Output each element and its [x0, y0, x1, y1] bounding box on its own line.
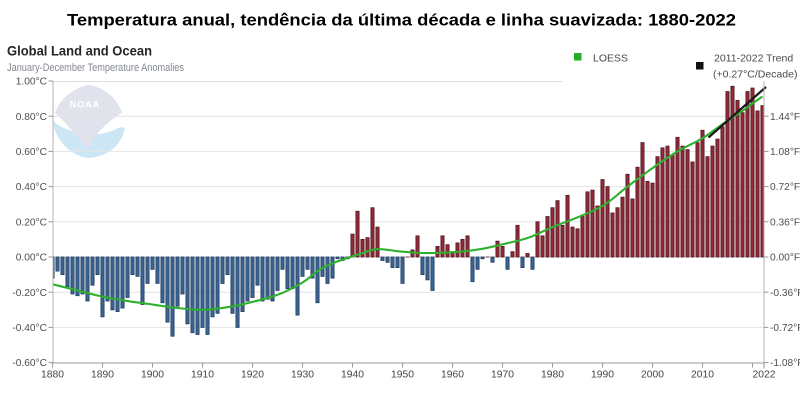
svg-text:Global Land and Ocean: Global Land and Ocean — [7, 43, 152, 58]
svg-text:0.00°C: 0.00°C — [16, 253, 47, 264]
svg-text:1980: 1980 — [541, 370, 564, 381]
svg-text:1.08°F: 1.08°F — [770, 147, 800, 158]
svg-text:1900: 1900 — [141, 370, 164, 381]
svg-text:1990: 1990 — [591, 370, 614, 381]
svg-text:-1.08°F: -1.08°F — [770, 358, 800, 369]
svg-text:0.00°F: 0.00°F — [770, 253, 800, 264]
svg-text:(+0.27°C/Decade): (+0.27°C/Decade) — [713, 69, 797, 81]
svg-text:1.00°C: 1.00°C — [16, 77, 47, 88]
svg-text:1940: 1940 — [341, 370, 364, 381]
svg-text:0.36°F: 0.36°F — [770, 217, 800, 228]
svg-text:January-December Temperature A: January-December Temperature Anomalies — [7, 62, 184, 74]
svg-text:1950: 1950 — [391, 370, 414, 381]
svg-text:-0.72°F: -0.72°F — [770, 323, 800, 334]
svg-text:0.72°F: 0.72°F — [770, 182, 800, 193]
svg-text:2000: 2000 — [641, 370, 664, 381]
svg-text:Temperatura anual, tendência d: Temperatura anual, tendência da última d… — [67, 11, 736, 29]
svg-text:1880: 1880 — [41, 370, 64, 381]
svg-text:LOESS: LOESS — [593, 53, 628, 65]
svg-text:-0.40°C: -0.40°C — [12, 323, 47, 334]
svg-text:NOAA: NOAA — [70, 100, 101, 110]
svg-text:1970: 1970 — [491, 370, 514, 381]
svg-text:0.40°C: 0.40°C — [16, 182, 47, 193]
svg-text:0.80°C: 0.80°C — [16, 112, 47, 123]
svg-text:2010: 2010 — [691, 370, 714, 381]
svg-text:2011-2022 Trend: 2011-2022 Trend — [714, 53, 793, 65]
svg-text:0.60°C: 0.60°C — [16, 147, 47, 158]
svg-text:-0.60°C: -0.60°C — [12, 358, 47, 369]
svg-text:1910: 1910 — [191, 370, 214, 381]
svg-text:1960: 1960 — [441, 370, 464, 381]
svg-text:-0.36°F: -0.36°F — [770, 288, 800, 299]
svg-text:-0.20°C: -0.20°C — [12, 288, 47, 299]
svg-text:1890: 1890 — [91, 370, 114, 381]
svg-text:1920: 1920 — [241, 370, 264, 381]
svg-text:1.44°F: 1.44°F — [770, 112, 800, 123]
svg-text:0.20°C: 0.20°C — [16, 217, 47, 228]
svg-text:2022: 2022 — [753, 370, 776, 381]
svg-text:1930: 1930 — [291, 370, 314, 381]
